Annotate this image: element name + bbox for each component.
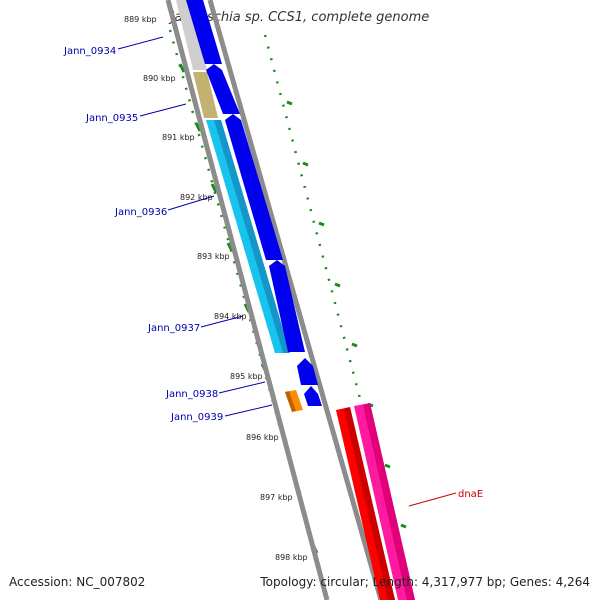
gene-label-jann-0938: Jann_0938 xyxy=(165,389,218,400)
cds-arrow-3 xyxy=(225,114,283,260)
gene-pink-shade xyxy=(363,403,415,600)
accession-text: Accession: NC_007802 xyxy=(9,575,146,589)
tick-label: 895 kbp xyxy=(230,372,263,381)
cds-arrow-4 xyxy=(269,260,305,352)
tick-label: 898 kbp xyxy=(275,553,308,562)
genome-summary-text: Topology: circular; Length: 4,317,977 bp… xyxy=(260,575,590,589)
gene-label-dnae: dnaE xyxy=(458,489,483,500)
gene-label-jann-0936: Jann_0936 xyxy=(114,207,167,218)
cds-arrow-2 xyxy=(206,64,240,114)
gene-label-jann-0939: Jann_0939 xyxy=(170,412,223,423)
tick-label: 890 kbp xyxy=(143,74,176,83)
tick-label: 894 kbp xyxy=(214,312,247,321)
tick-label: 897 kbp xyxy=(260,493,293,502)
gene-label-jann-0937: Jann_0937 xyxy=(147,323,200,334)
leader-lines xyxy=(117,36,457,507)
gene-label-jann-0934: Jann_0934 xyxy=(63,46,116,57)
cds-arrow-1 xyxy=(186,0,222,64)
tick-label: 896 kbp xyxy=(246,433,279,442)
tick-label: 893 kbp xyxy=(197,252,230,261)
tick-label: 889 kbp xyxy=(124,15,157,24)
kbp-labels: 889 kbp 890 kbp 891 kbp 892 kbp 893 kbp … xyxy=(124,15,308,562)
gene-label-jann-0935: Jann_0935 xyxy=(85,113,138,124)
backbone-inner xyxy=(165,0,330,600)
gene-red-shade xyxy=(344,407,395,600)
tick-label: 892 kbp xyxy=(180,193,213,202)
cds-arrow-6 xyxy=(304,386,322,406)
gene-orange-shade xyxy=(285,391,296,412)
map-title: Jannaschia sp. CCS1, complete genome xyxy=(170,10,430,25)
feature-band-khaki xyxy=(193,72,218,118)
gene-labels: Jann_0934 Jann_0935 Jann_0936 Jann_0937 … xyxy=(63,46,483,500)
outer-ruler-ticks xyxy=(286,100,407,529)
feature-band-cyan-shade xyxy=(214,120,290,353)
feature-band-grey xyxy=(176,0,207,70)
cds-arrow-5 xyxy=(297,358,318,385)
backbone-outer xyxy=(207,0,384,600)
tick-label: 891 kbp xyxy=(162,133,195,142)
